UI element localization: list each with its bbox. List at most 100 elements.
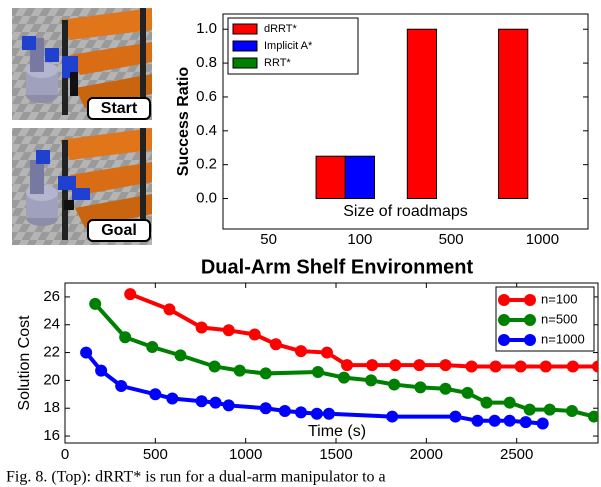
x-tick-label: 2500 xyxy=(500,446,533,463)
point xyxy=(592,360,601,372)
y-tick-label: 1.0 xyxy=(196,20,217,37)
point xyxy=(149,388,161,400)
legend-swatch xyxy=(233,58,257,68)
x-axis-label: Size of roadmaps xyxy=(343,203,468,220)
legend-marker xyxy=(498,334,510,346)
point xyxy=(166,392,178,404)
chart-title: Dual-Arm Shelf Environment xyxy=(201,256,474,278)
point xyxy=(481,397,493,409)
point xyxy=(388,379,400,391)
point xyxy=(295,345,307,357)
point xyxy=(471,415,483,427)
bar xyxy=(499,29,528,198)
legend-marker xyxy=(524,334,536,346)
point xyxy=(174,349,186,361)
x-tick-label: 2000 xyxy=(410,446,443,463)
point xyxy=(524,404,536,416)
point xyxy=(89,298,101,310)
legend-marker xyxy=(498,314,510,326)
point xyxy=(260,402,272,414)
y-tick-label: 24 xyxy=(43,316,60,333)
x-tick-label: 1500 xyxy=(319,446,352,463)
y-tick-label: 26 xyxy=(43,288,60,305)
point xyxy=(119,331,131,343)
point xyxy=(489,415,501,427)
point xyxy=(366,359,378,371)
legend-marker xyxy=(524,314,536,326)
point xyxy=(537,418,549,430)
point xyxy=(249,328,261,340)
point xyxy=(312,366,324,378)
point xyxy=(540,360,552,372)
point xyxy=(209,360,221,372)
image-label: Start xyxy=(101,100,138,117)
y-tick-label: 0.8 xyxy=(196,54,217,71)
y-tick-label: 0.4 xyxy=(196,122,217,139)
point xyxy=(515,360,527,372)
y-axis-label: Success Ratio xyxy=(175,67,192,177)
point xyxy=(365,374,377,386)
point xyxy=(234,365,246,377)
point xyxy=(223,324,235,336)
figure: Start Goal Fig. 8. (Top): dRRT* is run f… xyxy=(0,0,601,487)
y-tick-label: 0.6 xyxy=(196,88,217,105)
point xyxy=(146,341,158,353)
point xyxy=(389,359,401,371)
x-tick-label: 0 xyxy=(61,446,69,463)
point xyxy=(466,360,478,372)
legend-marker xyxy=(498,294,510,306)
legend-label: n=1000 xyxy=(541,331,585,346)
point xyxy=(544,404,556,416)
legend-label: Implicit A* xyxy=(264,40,313,52)
bar xyxy=(345,156,374,198)
point xyxy=(260,367,272,379)
legend-marker xyxy=(524,294,536,306)
y-tick-label: 18 xyxy=(43,399,60,416)
point xyxy=(462,387,474,399)
point xyxy=(321,347,333,359)
point xyxy=(295,406,307,418)
point xyxy=(440,359,452,371)
y-tick-label: 0.0 xyxy=(196,189,217,206)
legend-label: RRT* xyxy=(264,57,291,69)
bar xyxy=(407,29,436,198)
point xyxy=(210,397,222,409)
figure-page: Start Goal Fig. 8. (Top): dRRT* is run f… xyxy=(0,0,601,487)
legend-label: dRRT* xyxy=(264,23,298,35)
x-tick-label: 500 xyxy=(439,231,464,248)
point xyxy=(504,397,516,409)
legend-swatch xyxy=(233,41,257,51)
point xyxy=(386,411,398,423)
legend-swatch xyxy=(233,24,257,34)
point xyxy=(504,415,516,427)
point xyxy=(223,399,235,411)
point xyxy=(196,322,208,334)
point xyxy=(490,360,502,372)
point xyxy=(338,372,350,384)
point xyxy=(163,303,175,315)
point xyxy=(440,383,452,395)
point xyxy=(323,408,335,420)
point xyxy=(196,395,208,407)
point xyxy=(270,338,282,350)
caption: Fig. 8. (Top): dRRT* is run for a dual-a… xyxy=(6,469,386,486)
legend-label: n=500 xyxy=(541,311,578,326)
point xyxy=(566,405,578,417)
point xyxy=(413,359,425,371)
point xyxy=(80,347,92,359)
point xyxy=(567,360,579,372)
y-tick-label: 20 xyxy=(43,371,60,388)
point xyxy=(115,380,127,392)
x-axis-label: Time (s) xyxy=(308,423,366,440)
point xyxy=(95,365,107,377)
y-tick-label: 0.2 xyxy=(196,156,217,173)
x-tick-label: 100 xyxy=(347,231,372,248)
point xyxy=(279,405,291,417)
x-tick-label: 500 xyxy=(143,446,168,463)
y-axis-label: Solution Cost xyxy=(16,315,33,411)
y-tick-label: 16 xyxy=(43,427,60,444)
point xyxy=(520,416,532,428)
x-tick-label: 50 xyxy=(260,231,277,248)
image-label: Goal xyxy=(101,222,137,239)
point xyxy=(414,381,426,393)
